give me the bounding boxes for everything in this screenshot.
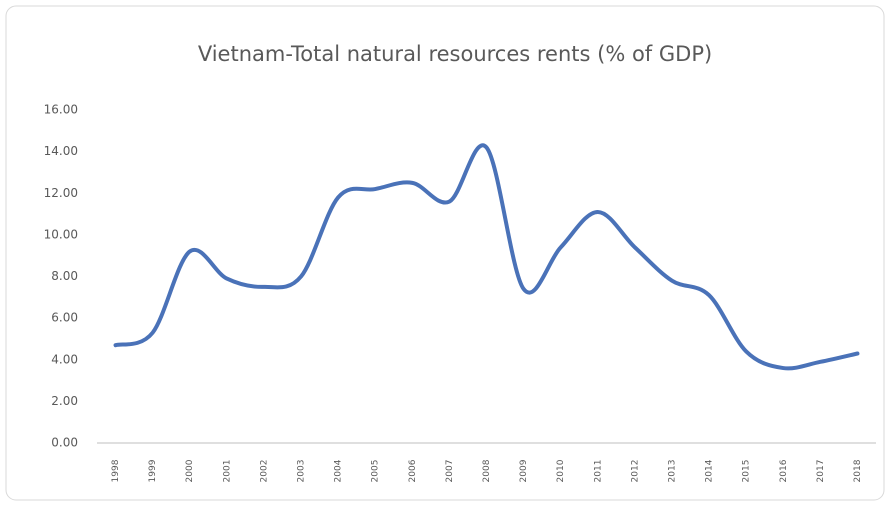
- y-tick-label: 10.00: [44, 227, 78, 241]
- data-line: [113, 143, 860, 371]
- x-tick-label: 2006: [408, 459, 418, 482]
- x-tick-label: 2002: [259, 460, 269, 483]
- x-tick-label: 2013: [667, 460, 677, 483]
- x-tick-label: 1999: [148, 459, 158, 482]
- chart-title: Vietnam-Total natural resources rents (%…: [198, 42, 712, 66]
- x-tick-label: 2001: [222, 460, 232, 483]
- y-tick-label: 8.00: [51, 269, 78, 283]
- y-tick-label: 0.00: [51, 436, 78, 450]
- x-tick-label: 2005: [371, 460, 381, 483]
- x-tick-label: 2016: [779, 459, 789, 482]
- x-tick-label: 2011: [593, 460, 603, 483]
- x-tick-label: 2017: [816, 460, 826, 483]
- x-tick-label: 2008: [482, 459, 492, 482]
- x-tick-label: 2000: [185, 459, 195, 482]
- y-tick-label: 12.00: [44, 186, 78, 200]
- x-tick-label: 2018: [853, 459, 863, 482]
- x-tick-label: 1998: [111, 459, 121, 482]
- y-tick-label: 6.00: [51, 311, 78, 325]
- x-tick-label: 2010: [556, 459, 566, 482]
- x-tick-label: 2009: [519, 459, 529, 482]
- chart-frame: [5, 5, 885, 501]
- x-tick-label: 2007: [445, 460, 455, 483]
- y-tick-label: 14.00: [44, 144, 78, 158]
- y-tick-label: 4.00: [51, 352, 78, 366]
- x-tick-label: 2014: [705, 459, 715, 482]
- x-tick-label: 2015: [742, 460, 752, 483]
- y-tick-label: 16.00: [44, 103, 78, 117]
- y-tick-label: 2.00: [51, 394, 78, 408]
- x-tick-label: 2012: [630, 460, 640, 483]
- x-tick-label: 2004: [334, 459, 344, 482]
- x-tick-label: 2003: [297, 460, 307, 483]
